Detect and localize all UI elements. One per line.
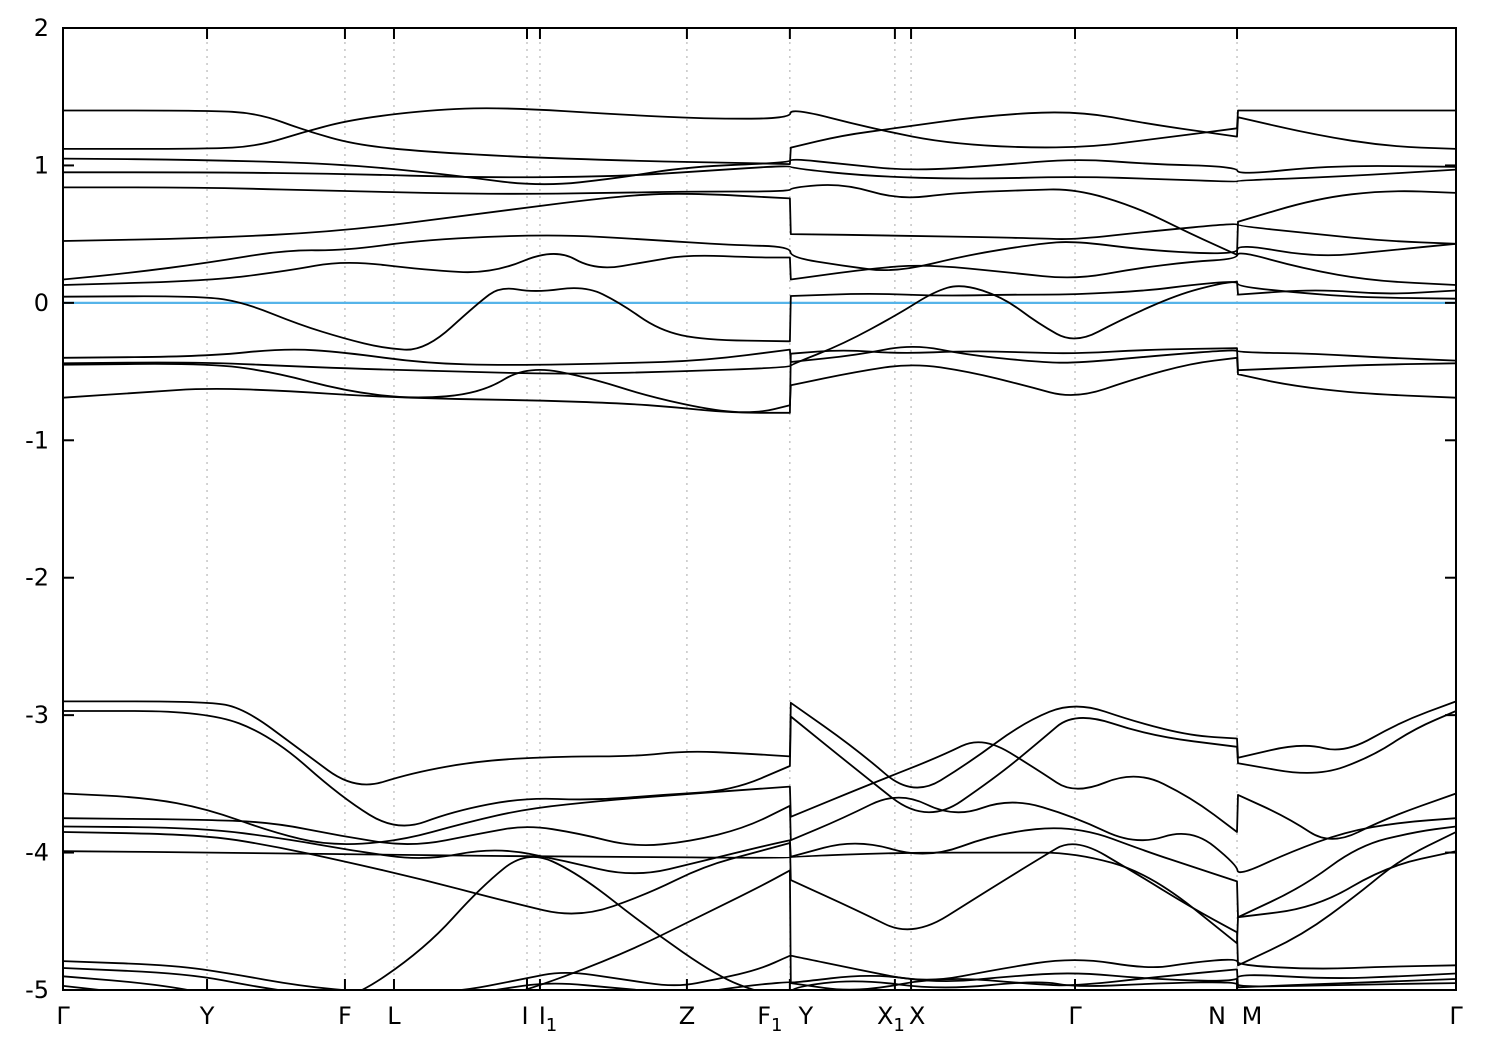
y-tick-label: -4: [25, 839, 49, 867]
band-line: [63, 850, 1456, 945]
x-tick-label: X: [909, 1002, 925, 1030]
x-tick-label: X1: [877, 1002, 905, 1036]
y-tick-label: 2: [34, 14, 49, 42]
x-tick-label: Γ: [1068, 1002, 1082, 1030]
tick-layer: [62, 27, 1457, 991]
band-line: [63, 869, 1456, 990]
x-tick-label: Z: [679, 1002, 695, 1030]
band-layer: [63, 107, 1456, 990]
y-tick-label: -3: [25, 701, 49, 729]
band-line: [63, 347, 1456, 414]
plot-border: [62, 27, 1457, 991]
band-line: [63, 234, 1456, 281]
y-tick-label: -1: [25, 426, 49, 454]
band-line: [63, 280, 1456, 375]
x-tick-label: Y: [798, 1002, 814, 1030]
y-tick-label: 0: [34, 289, 49, 317]
band-line: [63, 856, 1456, 990]
y-tick-label: -2: [25, 564, 49, 592]
y-axis-labels: 2 1 0 -1 -2 -3 -4 -5: [25, 14, 49, 1004]
x-tick-label: Y: [199, 1002, 215, 1030]
y-tick-label: 1: [34, 151, 49, 179]
band-line: [63, 741, 1456, 845]
band-line: [63, 710, 1456, 827]
band-line: [63, 192, 1456, 245]
x-tick-label: I1: [539, 1002, 558, 1036]
band-line: [63, 107, 1456, 150]
x-tick-label: F: [338, 1002, 352, 1030]
band-line: [63, 954, 1456, 990]
band-line: [63, 356, 1456, 414]
band-line: [63, 796, 1456, 874]
x-tick-label: Γ: [1449, 1002, 1463, 1030]
x-tick-label: F1: [757, 1002, 782, 1036]
x-tick-label: L: [387, 1002, 401, 1030]
x-tick-label: M: [1242, 1002, 1263, 1030]
band-line: [63, 165, 1456, 183]
x-tick-label: I: [521, 1002, 528, 1030]
x-tick-label: Γ: [56, 1002, 70, 1030]
y-tick-label: -5: [25, 976, 49, 1004]
x-axis-labels: Γ Y F L I I1 Z F1 Y X1 X Γ N M Γ: [56, 1002, 1463, 1036]
band-line: [63, 252, 1456, 286]
band-line: [63, 157, 1456, 186]
band-line: [63, 831, 1456, 967]
band-line: [63, 281, 1456, 351]
x-tick-label: N: [1208, 1002, 1226, 1030]
band-line: [63, 109, 1456, 165]
band-line: [63, 184, 1456, 256]
